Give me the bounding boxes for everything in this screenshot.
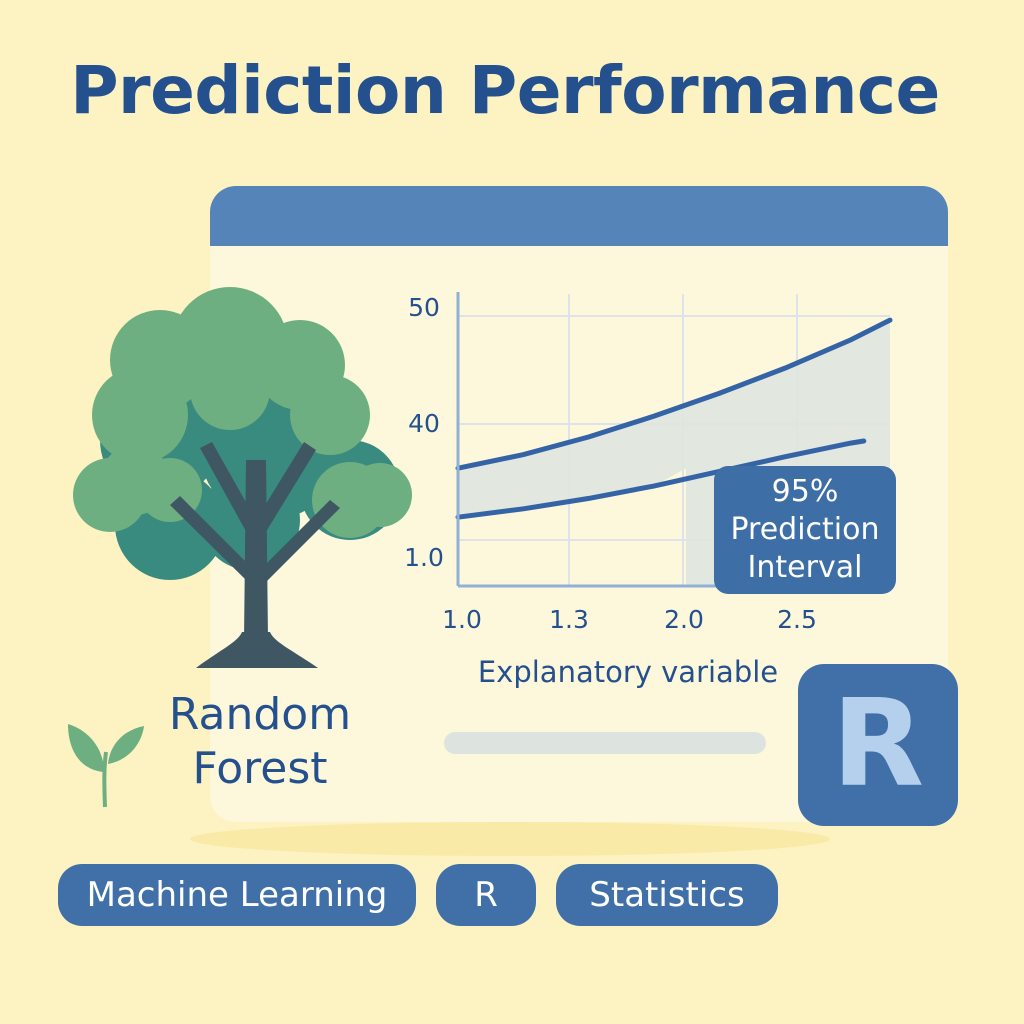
x-tick-label: 2.5 [777, 605, 817, 634]
window-shadow [190, 822, 830, 856]
sprout-icon [68, 724, 144, 808]
tree-label: Random Forest [168, 689, 352, 794]
y-tick-label: 1.0 [404, 543, 444, 572]
r-logo: R [798, 664, 958, 826]
prediction-interval-callout: 95% Prediction Interval [714, 466, 896, 594]
tag-machine-learning[interactable]: Machine Learning [58, 864, 416, 926]
x-tick-label: 2.0 [664, 605, 704, 634]
y-tick-label: 40 [408, 409, 440, 438]
x-tick-labels: 1.0 1.3 2.0 2.5 [442, 605, 817, 634]
tag-statistics[interactable]: Statistics [556, 864, 778, 926]
x-axis-label: Explanatory variable [478, 655, 778, 689]
x-tick-label: 1.0 [442, 605, 482, 634]
upper-bound-line [455, 317, 893, 471]
tag-r[interactable]: R [436, 864, 536, 926]
scroll-bar[interactable] [444, 732, 766, 754]
tree-icon [73, 287, 412, 668]
page-title: Prediction Performance [70, 52, 940, 129]
y-tick-label: 50 [408, 293, 440, 322]
r-logo-letter: R [831, 675, 925, 814]
window-titlebar [210, 186, 948, 246]
y-tick-labels: 50 40 1.0 [404, 293, 444, 572]
lower-bound-line [455, 438, 867, 520]
x-tick-label: 1.3 [549, 605, 589, 634]
